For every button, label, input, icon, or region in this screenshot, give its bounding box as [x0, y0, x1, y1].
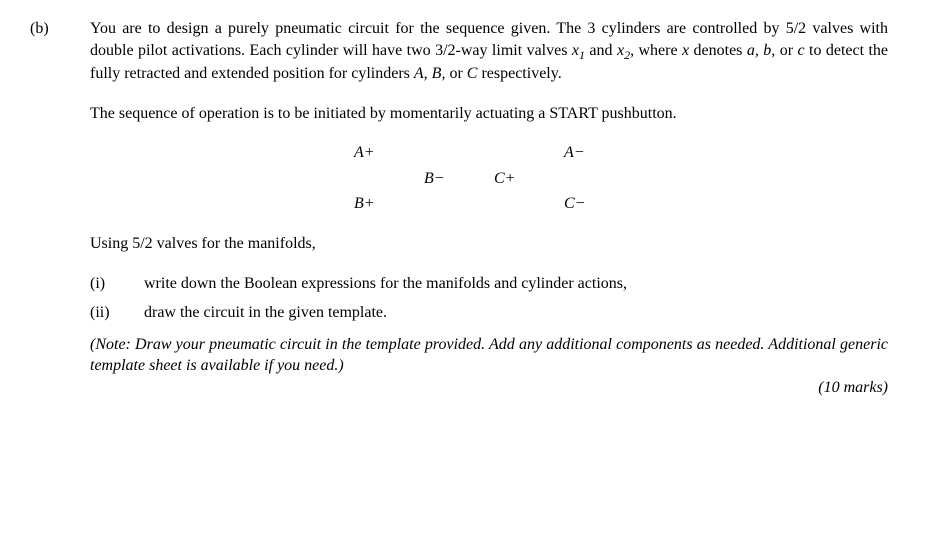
seq-r3c3 [494, 193, 554, 215]
seq-r3c4: C− [564, 193, 624, 215]
seq-r1c2 [424, 142, 484, 164]
note-block: (Note: Draw your pneumatic circuit in th… [90, 334, 888, 399]
seq-r2c3: C+ [494, 168, 554, 190]
p1-mid6: or [445, 65, 466, 82]
seq-r1c4: A− [564, 142, 624, 164]
sub-ii-label: (ii) [90, 302, 126, 324]
p1-c: c [797, 42, 804, 59]
p1-ABC: A, B, [414, 65, 446, 82]
seq-r1c3 [494, 142, 554, 164]
question-container: (b) You are to design a purely pneumatic… [30, 18, 888, 399]
sub-ii-text: draw the circuit in the given template. [144, 302, 888, 324]
paragraph-1: You are to design a purely pneumatic cir… [90, 18, 888, 85]
sub-item-ii: (ii) draw the circuit in the given templ… [90, 302, 888, 324]
sub-i-text: write down the Boolean expressions for t… [144, 273, 888, 295]
marks-text: (10 marks) [90, 377, 888, 399]
note-text: (Note: Draw your pneumatic circuit in th… [90, 334, 888, 377]
seq-r2c2: B− [424, 168, 484, 190]
sub-i-label: (i) [90, 273, 126, 295]
paragraph-3: Using 5/2 valves for the manifolds, [90, 233, 888, 255]
paragraph-2: The sequence of operation is to be initi… [90, 103, 888, 125]
seq-r2c4 [564, 168, 624, 190]
seq-r2c1 [354, 168, 414, 190]
p1-a: a, b, [747, 42, 775, 59]
p1-mid1: and [585, 42, 617, 59]
p1-x2-x: x [617, 42, 624, 59]
sub-item-i: (i) write down the Boolean expressions f… [90, 273, 888, 295]
p1-mid3: denotes [689, 42, 747, 59]
p1-post: respectively. [477, 65, 561, 82]
sequence-grid: A+ A− B− C+ B+ C− [354, 142, 624, 215]
seq-r3c1: B+ [354, 193, 414, 215]
p1-C: C [467, 65, 478, 82]
p1-mid4: or [775, 42, 797, 59]
question-label: (b) [30, 18, 60, 399]
p1-mid2: , where [630, 42, 682, 59]
question-content: You are to design a purely pneumatic cir… [90, 18, 888, 399]
p1-x1-x: x [572, 42, 579, 59]
sequence-block: A+ A− B− C+ B+ C− [90, 142, 888, 215]
seq-r3c2 [424, 193, 484, 215]
seq-r1c1: A+ [354, 142, 414, 164]
